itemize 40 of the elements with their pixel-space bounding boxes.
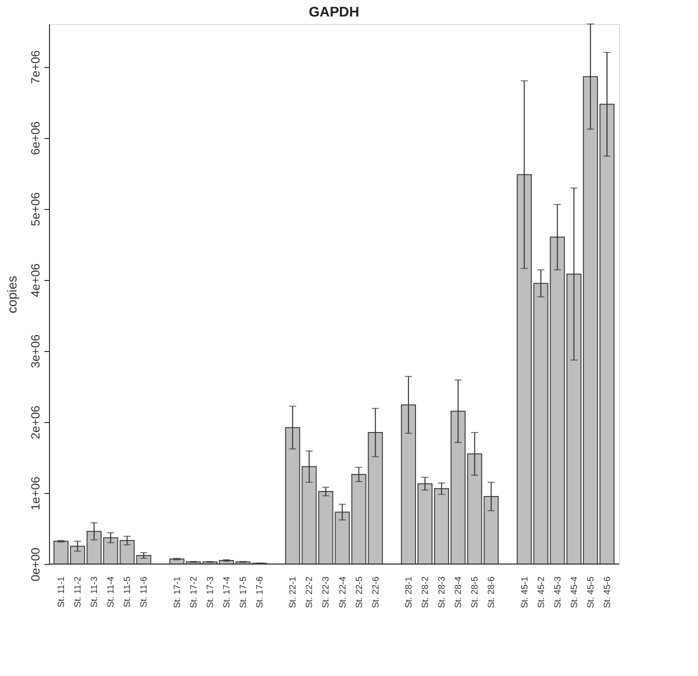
y-tick-label: 5e+06 <box>28 192 42 226</box>
x-tick-label: St. 45-5 <box>585 576 596 608</box>
y-tick-label: 7e+06 <box>28 50 42 84</box>
y-tick-label: 1e+06 <box>28 476 42 510</box>
x-tick-label: St. 17-3 <box>204 576 215 608</box>
y-tick-label: 3e+06 <box>28 334 42 368</box>
y-tick-label: 0e+00 <box>28 547 42 582</box>
x-tick-label: St. 11-2 <box>72 576 83 608</box>
x-tick-label: St. 45-3 <box>552 576 562 608</box>
x-tick-label: St. 28-4 <box>453 576 464 608</box>
y-tick-label: 4e+06 <box>28 263 42 298</box>
x-tick-label: St. 22-1 <box>288 576 298 608</box>
x-tick-label: St. 28-2 <box>420 576 430 608</box>
x-tick-label: St. 11-6 <box>138 576 149 608</box>
y-tick-label: 2e+06 <box>28 405 42 440</box>
y-axis-title: copies <box>4 275 20 314</box>
x-tick-label: St. 22-2 <box>304 576 314 608</box>
x-tick-label: St. 22-6 <box>370 576 380 608</box>
x-tick-label: St. 45-1 <box>519 576 530 608</box>
x-tick-label: St. 17-2 <box>188 576 198 608</box>
x-tick-label: St. 45-4 <box>568 576 579 608</box>
x-tick-label: St. 11-1 <box>56 576 66 608</box>
y-tick-label: 6e+06 <box>28 121 42 156</box>
chart-title: GAPDH <box>308 4 360 20</box>
x-tick-label: St. 45-6 <box>602 576 612 608</box>
x-tick-label: St. 17-1 <box>172 576 182 608</box>
x-tick-label: St. 17-6 <box>254 576 265 608</box>
x-tick-label: St. 11-3 <box>89 576 100 608</box>
x-tick-label: St. 22-3 <box>320 576 331 608</box>
x-tick-label: St. 22-5 <box>354 576 364 608</box>
x-tick-label: St. 11-4 <box>106 576 116 608</box>
x-tick-label: St. 28-1 <box>403 576 414 608</box>
x-tick-label: St. 17-4 <box>221 576 232 608</box>
x-tick-label: St. 17-5 <box>238 576 248 608</box>
x-tick-label: St. 28-3 <box>436 576 447 608</box>
x-tick-label: St. 28-6 <box>486 576 496 608</box>
x-tick-label: St. 28-5 <box>470 576 480 608</box>
x-tick-label: St. 11-5 <box>122 576 132 608</box>
x-tick-label: St. 22-4 <box>337 576 348 608</box>
x-tick-label: St. 45-2 <box>536 576 546 608</box>
